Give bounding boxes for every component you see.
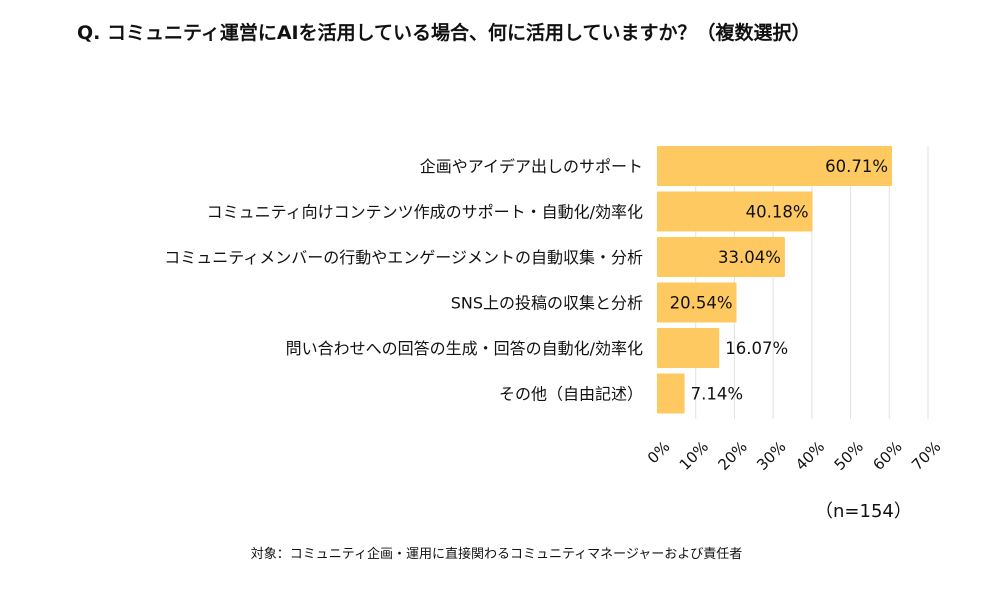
bar [657,237,785,277]
data-label: 7.14% [691,385,743,404]
category-label: コミュニティメンバーの行動やエンゲージメントの自動収集・分析 [164,248,643,267]
x-tick-label: 30% [753,438,789,474]
data-label: 20.54% [670,294,733,313]
sample-size: （n=154） [815,501,912,522]
x-tick-label: 70% [908,438,944,474]
category-label: その他（自由記述） [499,385,643,404]
data-label: 60.71% [825,157,888,176]
bar [657,373,685,414]
x-tick-label: 0% [644,438,674,468]
bar [657,282,737,323]
data-label: 16.07% [725,339,788,358]
x-tick-label: 60% [869,438,905,474]
bar [657,146,893,186]
x-tick-label: 20% [714,438,750,474]
category-label: 企画やアイデア出しのサポート [420,157,643,176]
data-label: 33.04% [718,248,781,267]
category-label: SNS上の投稿の収集と分析 [451,294,643,313]
category-label: コミュニティ向けコンテンツ作成のサポート・自動化/効率化 [207,203,643,222]
bar [657,191,813,232]
category-label: 問い合わせへの回答の生成・回答の自動化/効率化 [286,339,643,358]
data-label: 40.18% [746,203,809,222]
chart-title: Q. コミュニティ運営にAIを活用している場合、何に活用していますか？（複数選択… [77,22,811,44]
x-tick-label: 40% [792,438,828,474]
x-tick-label: 50% [831,438,867,474]
footnote: 対象：コミュニティ企画・運用に直接関わるコミュニティマネージャーおよび責任者 [250,547,743,562]
x-tick-label: 10% [676,438,712,474]
bar [657,328,720,368]
